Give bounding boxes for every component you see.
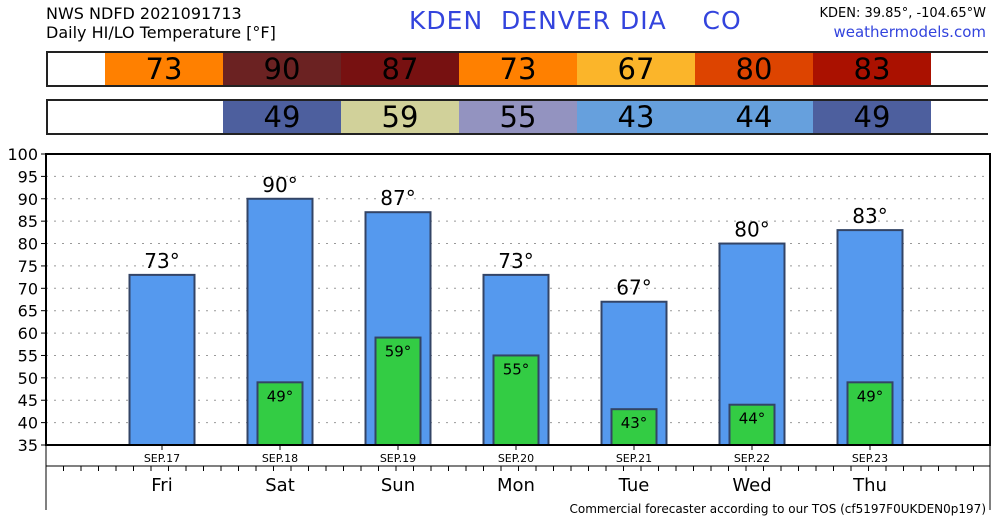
high-temp-cell: 80 — [695, 53, 813, 85]
site-link[interactable]: weathermodels.com — [833, 23, 986, 41]
high-temp-cell — [931, 53, 988, 85]
y-tick-label: 90 — [18, 190, 38, 209]
low-temp-cell: 49 — [223, 101, 341, 133]
chart-header-left: NWS NDFD 2021091713 Daily HI/LO Temperat… — [46, 4, 276, 42]
y-tick-label: 60 — [18, 324, 38, 343]
high-temp-cell: 73 — [105, 53, 223, 85]
low-temp-bar-label: 59° — [385, 343, 412, 361]
x-day-label: Fri — [151, 475, 172, 496]
high-temp-cell — [48, 53, 105, 85]
x-date-label: SEP.19 — [380, 452, 416, 465]
low-temp-bar-label: 55° — [503, 360, 530, 378]
x-date-label: SEP.20 — [498, 452, 534, 465]
y-tick-label: 45 — [18, 391, 38, 410]
low-temp-cell — [48, 101, 105, 133]
plot-frame — [45, 153, 991, 446]
high-temp-cell: 87 — [341, 53, 459, 85]
low-temp-cell — [105, 101, 223, 133]
x-day-label: Wed — [732, 475, 771, 496]
x-date-label: SEP.17 — [144, 452, 180, 465]
low-temp-cell: 43 — [577, 101, 695, 133]
x-date-label: SEP.22 — [734, 452, 770, 465]
high-temp-bar-label: 87° — [380, 186, 415, 210]
high-temp-strip: 73 90 87 73 67 80 83 — [46, 51, 988, 87]
low-temp-bar-label: 49° — [857, 387, 884, 405]
x-day-label: Sun — [381, 475, 415, 496]
low-temp-cell — [931, 101, 988, 133]
low-temp-bar — [492, 354, 540, 447]
high-temp-cell: 83 — [813, 53, 931, 85]
high-temp-bar-label: 67° — [616, 276, 651, 300]
low-temp-cell: 55 — [459, 101, 577, 133]
x-date-label: SEP.21 — [616, 452, 652, 465]
y-tick-label: 55 — [18, 346, 38, 365]
low-temp-strip: 49 59 55 43 44 49 — [46, 99, 988, 135]
low-temp-bar-label: 49° — [267, 387, 294, 405]
x-date-label: SEP.18 — [262, 452, 298, 465]
high-temp-bar-label: 73° — [144, 249, 179, 273]
y-tick-label: 80 — [18, 235, 38, 254]
y-tick-label: 40 — [18, 414, 38, 433]
low-temp-cell: 44 — [695, 101, 813, 133]
x-day-label: Thu — [852, 475, 887, 496]
low-temp-bar — [610, 408, 658, 446]
high-temp-bar-label: 83° — [852, 204, 887, 228]
high-temp-cell: 73 — [459, 53, 577, 85]
y-tick-label: 65 — [18, 302, 38, 321]
low-temp-cell: 59 — [341, 101, 459, 133]
station-coords: KDEN: 39.85°, -104.65°W — [819, 6, 987, 21]
y-tick-label: 95 — [18, 167, 38, 186]
x-date-label: SEP.23 — [852, 452, 888, 465]
footer-note: Commercial forecaster according to our T… — [569, 502, 986, 516]
x-day-label: Sat — [265, 475, 295, 496]
chart-title: Daily HI/LO Temperature [°F] — [46, 23, 276, 42]
low-temp-cell: 49 — [813, 101, 931, 133]
y-tick-label: 70 — [18, 279, 38, 298]
station-title: KDEN DENVER DIA CO — [409, 6, 742, 35]
low-temp-bar — [846, 381, 894, 447]
x-day-label: Mon — [497, 475, 535, 496]
high-temp-cell: 67 — [577, 53, 695, 85]
low-temp-bar-label: 44° — [739, 410, 766, 428]
y-tick-label: 85 — [18, 212, 38, 231]
high-temp-bar-label: 90° — [262, 173, 297, 197]
y-tick-label: 50 — [18, 369, 38, 388]
high-temp-bar-label: 80° — [734, 218, 769, 242]
high-temp-bar-label: 73° — [498, 249, 533, 273]
y-tick-label: 75 — [18, 257, 38, 276]
y-tick-label: 100 — [7, 145, 38, 164]
model-run-label: NWS NDFD 2021091713 — [46, 4, 242, 23]
y-tick-label: 35 — [18, 436, 38, 455]
chart-header-right: KDEN: 39.85°, -104.65°W weathermodels.co… — [820, 4, 987, 42]
high-temp-bar — [128, 273, 196, 446]
low-temp-bar-label: 43° — [621, 414, 648, 432]
high-temp-cell: 90 — [223, 53, 341, 85]
x-day-label: Tue — [618, 475, 650, 496]
